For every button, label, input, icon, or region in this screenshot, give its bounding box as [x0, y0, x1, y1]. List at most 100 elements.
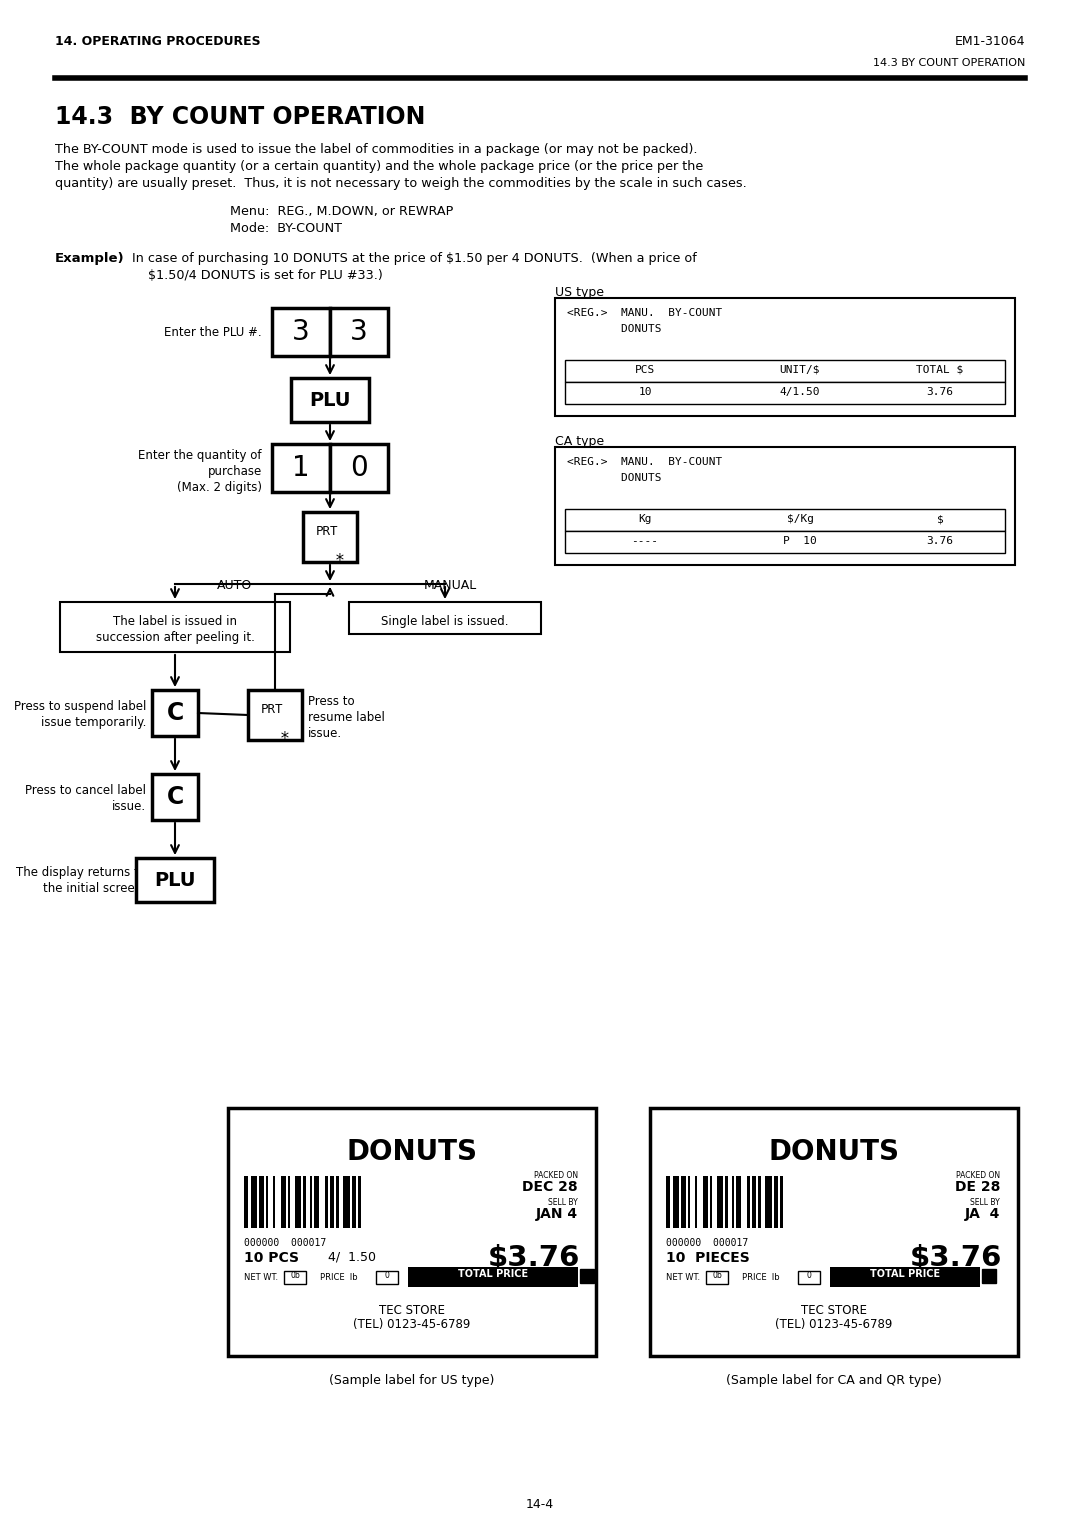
Text: 0b: 0b — [291, 1270, 300, 1279]
Bar — [295, 1176, 301, 1228]
Bar — [303, 1176, 306, 1228]
Text: $/Kg: $/Kg — [786, 514, 813, 525]
Text: 14. OPERATING PROCEDURES: 14. OPERATING PROCEDURES — [55, 35, 260, 47]
Bar — [244, 1176, 248, 1228]
Text: NET WT.: NET WT. — [244, 1273, 279, 1283]
Text: CA type: CA type — [555, 435, 604, 448]
Text: TOTAL PRICE: TOTAL PRICE — [458, 1269, 528, 1279]
Bar — [325, 1176, 327, 1228]
Bar — [288, 1176, 291, 1228]
Text: C: C — [166, 702, 184, 724]
Text: Mode:  BY-COUNT: Mode: BY-COUNT — [230, 223, 342, 235]
Text: Single label is issued.: Single label is issued. — [381, 615, 509, 628]
Bar — [765, 1176, 771, 1228]
Text: Menu:  REG., M.DOWN, or REWRAP: Menu: REG., M.DOWN, or REWRAP — [230, 204, 454, 218]
Bar — [136, 859, 214, 901]
Text: PRT: PRT — [315, 525, 338, 538]
Bar — [732, 1176, 734, 1228]
Text: 3.76: 3.76 — [927, 535, 954, 546]
Bar — [272, 444, 330, 493]
Text: JA  4: JA 4 — [964, 1206, 1000, 1222]
Text: PACKED ON: PACKED ON — [534, 1171, 578, 1180]
Text: DONUTS: DONUTS — [567, 323, 661, 334]
Bar — [673, 1176, 679, 1228]
Text: In case of purchasing 10 DONUTS at the price of $1.50 per 4 DONUTS.  (When a pri: In case of purchasing 10 DONUTS at the p… — [132, 252, 697, 265]
Bar — [152, 689, 198, 737]
Text: Kg: Kg — [638, 514, 651, 525]
Text: (TEL) 0123-45-6789: (TEL) 0123-45-6789 — [353, 1318, 471, 1331]
Text: PACKED ON: PACKED ON — [956, 1171, 1000, 1180]
Text: C: C — [166, 785, 184, 808]
Bar — [330, 444, 388, 493]
Text: *: * — [280, 730, 291, 747]
Text: the initial screen.: the initial screen. — [43, 881, 146, 895]
Text: SELL BY: SELL BY — [970, 1199, 1000, 1206]
Text: issue.: issue. — [308, 727, 342, 740]
Bar — [758, 1176, 760, 1228]
Text: DEC 28: DEC 28 — [523, 1180, 578, 1194]
Text: $1.50/4 DONUTS is set for PLU #33.): $1.50/4 DONUTS is set for PLU #33.) — [148, 268, 382, 282]
Bar — [555, 447, 1015, 564]
Text: The whole package quantity (or a certain quantity) and the whole package price (: The whole package quantity (or a certain… — [55, 160, 703, 172]
Text: TEC STORE: TEC STORE — [379, 1304, 445, 1318]
Bar — [565, 381, 1005, 404]
Bar — [752, 1176, 756, 1228]
Text: AUTO: AUTO — [217, 580, 253, 592]
Text: TOTAL PRICE: TOTAL PRICE — [869, 1269, 940, 1279]
Text: JAN 4: JAN 4 — [536, 1206, 578, 1222]
Text: 000000  000017: 000000 000017 — [666, 1238, 748, 1247]
Bar — [650, 1109, 1018, 1356]
Text: issue temporarily.: issue temporarily. — [41, 717, 146, 729]
Bar — [272, 1176, 274, 1228]
Bar — [251, 1176, 257, 1228]
Text: 4/1.50: 4/1.50 — [780, 387, 820, 397]
Text: Enter the quantity of: Enter the quantity of — [138, 448, 262, 462]
Text: (Sample label for CA and QR type): (Sample label for CA and QR type) — [726, 1374, 942, 1388]
Bar — [781, 1176, 783, 1228]
Text: SELL BY: SELL BY — [549, 1199, 578, 1206]
Text: 0: 0 — [384, 1270, 390, 1279]
Bar — [737, 1176, 741, 1228]
Text: 14.3 BY COUNT OPERATION: 14.3 BY COUNT OPERATION — [873, 58, 1025, 69]
Text: quantity) are usually preset.  Thus, it is not necessary to weigh the commoditie: quantity) are usually preset. Thus, it i… — [55, 177, 746, 191]
Text: DONUTS: DONUTS — [769, 1138, 900, 1167]
Bar — [259, 1176, 264, 1228]
Bar — [726, 1176, 728, 1228]
Text: resume label: resume label — [308, 711, 384, 724]
Text: 14-4: 14-4 — [526, 1498, 554, 1511]
Bar — [314, 1176, 319, 1228]
Text: 0: 0 — [350, 454, 368, 482]
Text: Press to suspend label: Press to suspend label — [14, 700, 146, 714]
Text: DONUTS: DONUTS — [567, 473, 661, 483]
Text: 3.76: 3.76 — [927, 387, 954, 397]
Bar — [565, 531, 1005, 554]
Bar — [706, 1270, 728, 1284]
Bar — [282, 1176, 286, 1228]
Bar — [555, 297, 1015, 416]
Text: The BY-COUNT mode is used to issue the label of commodities in a package (or may: The BY-COUNT mode is used to issue the l… — [55, 143, 698, 156]
Bar — [703, 1176, 707, 1228]
Text: TOTAL $: TOTAL $ — [916, 364, 963, 375]
Text: Press to cancel label: Press to cancel label — [25, 784, 146, 798]
Bar — [666, 1176, 671, 1228]
Text: (Max. 2 digits): (Max. 2 digits) — [177, 480, 262, 494]
Bar — [717, 1176, 724, 1228]
Text: <REG.>  MANU.  BY-COUNT: <REG.> MANU. BY-COUNT — [567, 458, 723, 467]
Text: NET WT.: NET WT. — [666, 1273, 700, 1283]
Text: P  10: P 10 — [783, 535, 816, 546]
Bar — [565, 509, 1005, 531]
Text: 0: 0 — [807, 1270, 811, 1279]
Text: DE 28: DE 28 — [955, 1180, 1000, 1194]
Text: DONUTS: DONUTS — [347, 1138, 477, 1167]
Bar — [982, 1269, 996, 1283]
Bar — [798, 1270, 820, 1284]
Text: (Sample label for US type): (Sample label for US type) — [329, 1374, 495, 1388]
Text: 0b: 0b — [712, 1270, 721, 1279]
Bar — [272, 308, 330, 355]
Text: $3.76: $3.76 — [488, 1244, 580, 1272]
Bar — [349, 602, 541, 634]
Text: The label is issued in: The label is issued in — [113, 615, 237, 628]
Text: $: $ — [936, 514, 943, 525]
Text: EM1-31064: EM1-31064 — [955, 35, 1025, 47]
Bar — [359, 1176, 361, 1228]
